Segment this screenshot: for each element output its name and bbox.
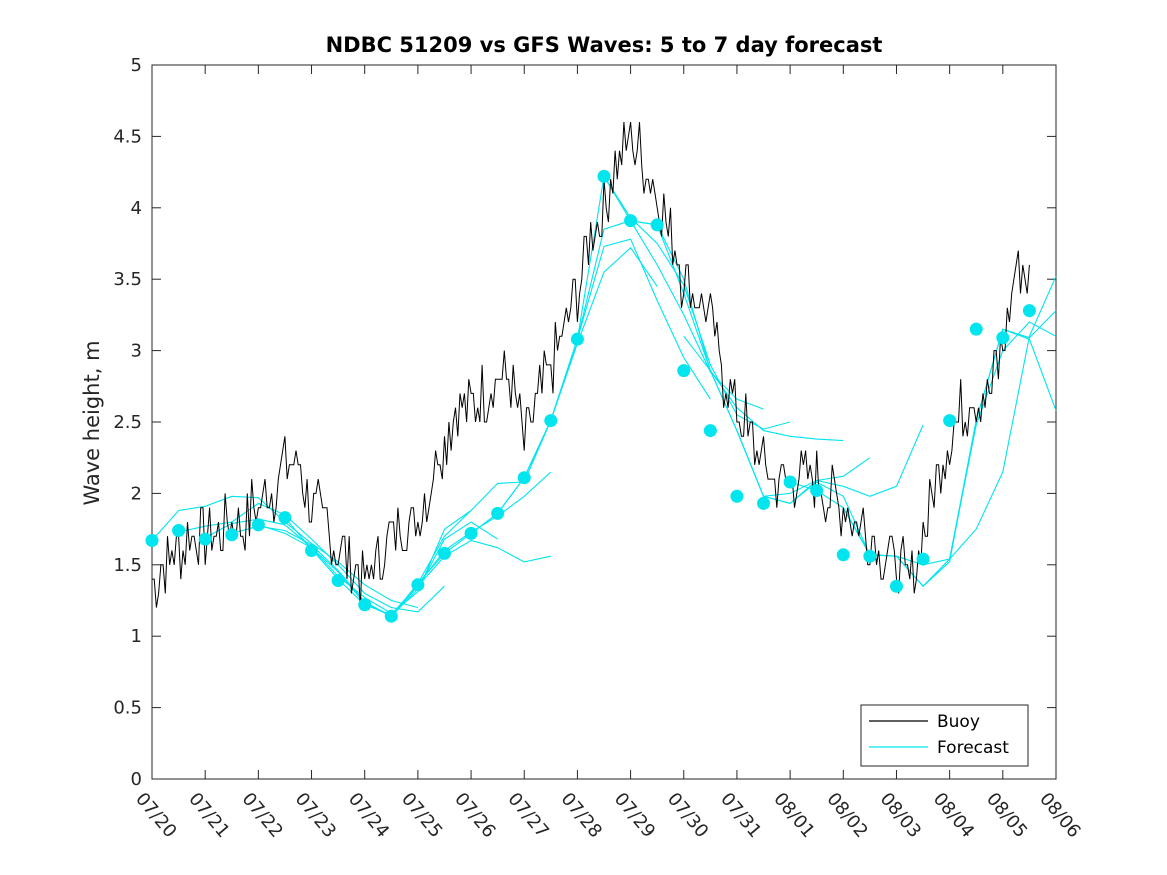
forecast-marker — [677, 364, 690, 377]
forecast-marker — [305, 544, 318, 557]
forecast-marker — [784, 475, 797, 488]
wave-height-chart: NDBC 51209 vs GFS Waves: 5 to 7 day fore… — [0, 0, 1167, 875]
y-tick-label: 1.5 — [113, 555, 142, 576]
forecast-marker — [624, 214, 637, 227]
forecast-marker — [1023, 304, 1036, 317]
y-tick-label: 4.5 — [113, 126, 142, 147]
forecast-marker — [598, 170, 611, 183]
forecast-marker — [491, 507, 504, 520]
forecast-marker — [704, 424, 717, 437]
forecast-marker — [863, 550, 876, 563]
forecast-marker — [651, 218, 664, 231]
y-tick-label: 0.5 — [113, 698, 142, 719]
forecast-marker — [172, 524, 185, 537]
y-tick-label: 0 — [131, 769, 142, 790]
forecast-marker — [358, 598, 371, 611]
forecast-marker — [465, 527, 478, 540]
y-tick-label: 2.5 — [113, 412, 142, 433]
y-axis-label: Wave height, m — [80, 340, 104, 505]
forecast-marker — [996, 331, 1009, 344]
legend: Buoy Forecast — [861, 705, 1028, 766]
y-tick-label: 5 — [131, 55, 142, 76]
forecast-marker — [571, 333, 584, 346]
forecast-marker — [278, 511, 291, 524]
forecast-marker — [438, 547, 451, 560]
forecast-marker — [252, 518, 265, 531]
forecast-marker — [385, 610, 398, 623]
y-tick-label: 3.5 — [113, 269, 142, 290]
forecast-marker — [917, 553, 930, 566]
y-tick-label: 3 — [131, 341, 142, 362]
forecast-marker — [544, 414, 557, 427]
forecast-marker — [225, 528, 238, 541]
forecast-marker — [199, 533, 212, 546]
forecast-marker — [730, 490, 743, 503]
forecast-marker — [810, 484, 823, 497]
y-tick-label: 2 — [131, 483, 142, 504]
legend-buoy-label: Buoy — [937, 712, 980, 732]
chart-title: NDBC 51209 vs GFS Waves: 5 to 7 day fore… — [326, 33, 883, 57]
forecast-marker — [970, 323, 983, 336]
forecast-marker — [890, 580, 903, 593]
y-tick-label: 4 — [131, 198, 142, 219]
forecast-marker — [146, 534, 159, 547]
forecast-marker — [837, 548, 850, 561]
forecast-marker — [518, 471, 531, 484]
forecast-marker — [943, 414, 956, 427]
legend-forecast-label: Forecast — [937, 738, 1009, 758]
forecast-marker — [332, 574, 345, 587]
forecast-marker — [411, 578, 424, 591]
y-tick-label: 1 — [131, 626, 142, 647]
forecast-marker — [757, 497, 770, 510]
